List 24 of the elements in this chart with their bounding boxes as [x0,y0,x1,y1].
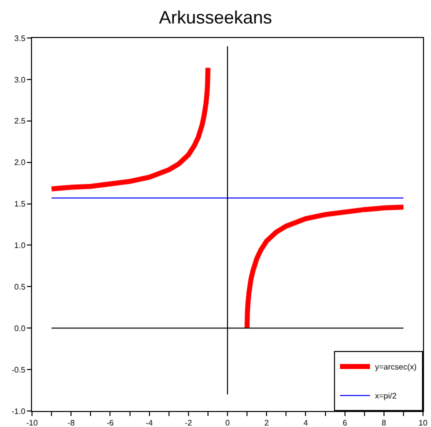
y-tick-label: -1.0 [12,406,26,416]
x-tick-label: 6 [342,418,348,427]
legend-label: y=arcsec(x) [375,362,417,372]
y-tick-label: 0.0 [14,324,26,333]
y-tick-label: 2.0 [14,158,26,168]
y-tick-label: 3.0 [14,75,26,84]
y-tick-label: 2.5 [14,116,26,126]
y-tick-label: 0.5 [14,282,26,292]
x-tick-label: 10 [418,418,428,427]
x-tick-label: -6 [106,418,114,427]
y-tick-label: -0.5 [12,365,26,374]
x-tick-label: 8 [382,418,387,427]
legend-label: x=pi/2 [375,392,398,401]
x-tick-label: 4 [303,418,308,427]
x-tick-label: -10 [26,418,38,427]
y-tick-label: 1.5 [14,200,26,209]
y-tick-label: 3.5 [14,34,26,43]
x-tick-label: -4 [146,418,154,427]
x-tick-label: 2 [264,418,270,427]
y-tick-label: 1.0 [14,241,26,250]
x-tick-label: -2 [184,418,192,427]
x-tick-label: 0 [225,418,230,427]
chart-title: Arkusseekans [158,7,272,28]
x-tick-label: -8 [68,418,76,427]
